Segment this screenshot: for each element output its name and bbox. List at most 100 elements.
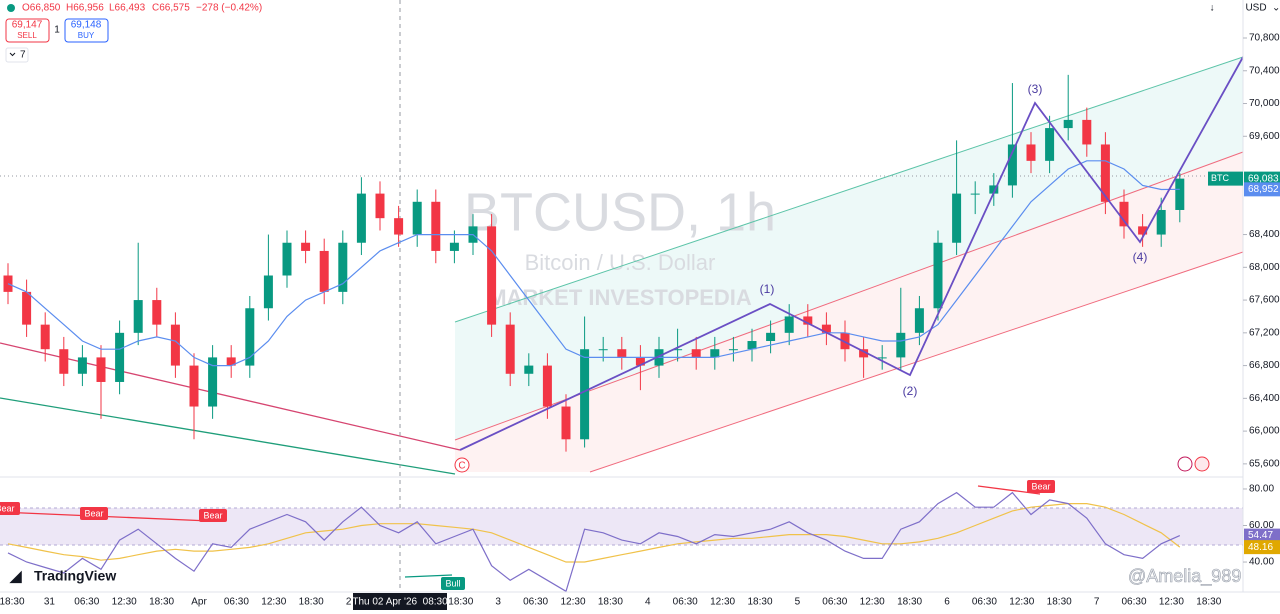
candle-body: [263, 275, 273, 309]
candle-body: [691, 349, 701, 358]
x-tick-label: 12:30: [1009, 597, 1034, 608]
candle-body: [487, 226, 497, 325]
icon[interactable]: [1194, 456, 1210, 472]
candle-body: [40, 324, 50, 350]
candle-body: [115, 332, 125, 382]
brand: TradingView: [34, 568, 116, 584]
candle-body: [3, 275, 13, 292]
candle-body: [952, 193, 962, 243]
watermark-symbol: BTCUSD, 1h: [464, 182, 776, 242]
watermark-description: Bitcoin / U.S. Dollar: [525, 250, 716, 275]
candle-body: [394, 218, 404, 235]
rsi-ma-value-box: [1244, 540, 1280, 555]
x-tick-label: 18:30: [1047, 597, 1072, 608]
symbol-tag: BTC: [1211, 173, 1230, 183]
candle-body: [580, 349, 590, 440]
currency[interactable]: USD: [1245, 3, 1266, 14]
rsi: [7, 491, 1181, 593]
x-tick-label: 18:30: [897, 597, 922, 608]
candles: [3, 74, 1185, 452]
candle-body: [561, 406, 571, 440]
moving-average: [7, 160, 1180, 367]
candle-body: [766, 332, 776, 342]
candle-body: [1063, 119, 1073, 129]
x-tick-label: 12:30: [261, 597, 286, 608]
y-tick-label: 69,600: [1249, 131, 1280, 142]
candle-body: [133, 300, 143, 333]
y-tick-label: 66,400: [1249, 393, 1280, 404]
brand-logo: ◢: [9, 568, 22, 585]
ma-price: 68,952: [1248, 184, 1279, 195]
x-tick-label: 06:30: [523, 597, 548, 608]
trend-line: [0, 397, 456, 475]
channel-lower-fill: [455, 152, 1243, 472]
candle-body: [338, 242, 348, 292]
x-tick-label: 18:30: [747, 597, 772, 608]
x-tick-label: 2: [346, 597, 352, 608]
candle-body: [710, 349, 720, 358]
candle-body: [747, 341, 757, 350]
bull-label: Bull: [445, 578, 460, 588]
candle-body: [1138, 226, 1148, 235]
candle-body: [505, 324, 515, 374]
candle-body: [728, 349, 738, 351]
elliott-wave: [459, 56, 1244, 451]
divergence-line: [404, 574, 453, 578]
ohlc-low: L66,493: [109, 3, 146, 14]
download-icon[interactable]: ↓: [1210, 3, 1215, 14]
candle-body: [784, 316, 794, 333]
candle-body: [1100, 144, 1110, 202]
x-tick-label: 12:30: [112, 597, 137, 608]
buy-price: 69,148: [71, 20, 102, 31]
rsi-line: [7, 491, 1181, 593]
candle-body: [914, 308, 924, 333]
wave-label: (4): [1133, 250, 1148, 264]
bull-tag: [441, 577, 465, 590]
wave-label: C: [458, 461, 465, 472]
y-tick-label: 70,400: [1249, 65, 1280, 76]
sell-button[interactable]: [5, 18, 50, 43]
candle-body: [319, 250, 329, 292]
channel-line: [454, 56, 1244, 323]
wave-label: (2): [903, 384, 918, 398]
indicators-toggle[interactable]: [5, 47, 29, 63]
trend-line: [0, 342, 461, 451]
x-tick-label: 06:30: [74, 597, 99, 608]
bear-tag: [80, 507, 108, 520]
bear-label: Bear: [203, 510, 222, 520]
candle-body: [22, 291, 32, 325]
x-tick-label: 06:30: [1121, 597, 1146, 608]
rsi-ma-value: 48.16: [1248, 542, 1273, 553]
candle-body: [301, 242, 311, 251]
sell-price: 69,147: [12, 20, 43, 31]
candle-body: [1156, 209, 1166, 235]
chevron: [9, 52, 16, 57]
x-tick-label: 06:30: [972, 597, 997, 608]
candle-body: [859, 349, 869, 358]
candle-body: [821, 324, 831, 333]
axes: 70,800 70,400 70,000 69,600 68,400 68,000 67,6…: [0, 33, 1280, 608]
candle-body: [77, 357, 87, 374]
x-tick-label: 12:30: [860, 597, 885, 608]
candle-body: [245, 308, 255, 366]
candle-body: [189, 365, 199, 407]
x-tick-label: 6: [944, 597, 950, 608]
y-tick-label: 70,000: [1249, 98, 1280, 109]
x-tick-label: 18:30: [299, 597, 324, 608]
candle-body: [803, 316, 813, 325]
y-tick-label: 66,000: [1249, 426, 1280, 437]
candle-body: [635, 357, 645, 366]
y-tick-label: 67,200: [1249, 327, 1280, 338]
x-tick-label: 18:30: [1196, 597, 1221, 608]
sell-label: SELL: [17, 31, 37, 40]
candle-body: [896, 332, 906, 358]
ohlc-open: O66,850: [22, 3, 61, 14]
y-tick-label: 66,800: [1249, 360, 1280, 371]
icon[interactable]: [1177, 456, 1193, 472]
ohlc-close: C66,575: [152, 3, 190, 14]
buy-button[interactable]: [64, 18, 109, 43]
candle-body: [673, 349, 683, 351]
candle-body: [542, 365, 552, 407]
candle-body: [282, 242, 292, 276]
